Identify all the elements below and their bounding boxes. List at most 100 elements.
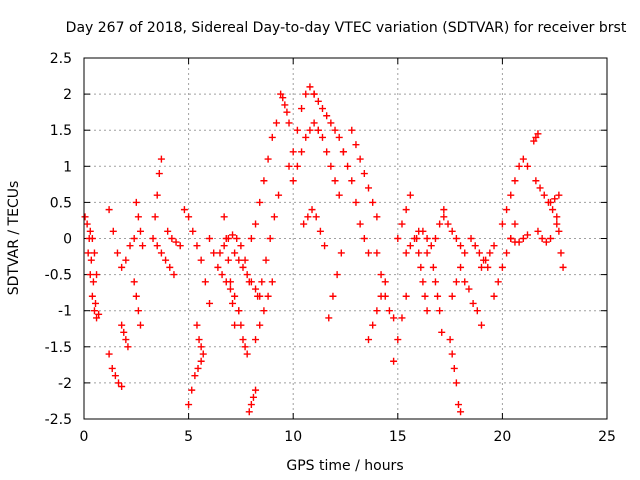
data-point [306,126,314,134]
data-point [440,213,448,221]
data-point [237,242,245,250]
data-point [385,307,393,315]
data-point [93,314,101,322]
data-point [302,90,310,98]
data-point [289,148,297,156]
data-point [235,307,243,315]
data-point [348,177,356,185]
data-point [323,148,331,156]
series-arc30 [325,249,345,322]
y-axis-label: SDTVAR / TECUs [6,181,22,296]
data-point [486,249,494,257]
data-point [264,292,272,300]
data-point [306,83,314,91]
data-point [431,278,439,286]
data-point [237,321,245,329]
series-arc13 [185,357,205,409]
data-point [180,206,188,214]
data-point [373,249,381,257]
data-point [241,256,249,264]
data-point [431,235,439,242]
data-point [210,249,218,257]
data-point [235,256,243,264]
series-arc12 [180,206,214,307]
data-point [298,148,306,156]
data-point [176,242,184,250]
data-point [188,386,196,394]
data-point [226,285,234,293]
data-point [532,177,540,185]
series-arc52 [534,227,555,246]
data-point [555,227,563,235]
data-point [406,191,414,199]
data-point [498,220,506,228]
series-arc44 [461,278,485,329]
data-point [467,235,475,242]
data-point [429,263,437,271]
series-arc10 [149,235,178,279]
data-point [126,242,134,250]
data-point [122,336,130,344]
data-point [402,292,410,300]
y-tick-label: -1.5 [45,340,72,356]
data-point [551,195,559,203]
data-point [249,393,257,401]
y-tick-label: 0 [63,232,72,248]
data-point [214,263,222,271]
data-point [352,141,360,149]
data-point [477,263,485,271]
data-point [337,249,345,257]
data-point [260,307,268,315]
data-point [312,213,320,221]
series-arc35 [390,292,410,365]
data-point [547,235,555,242]
data-point [515,238,523,246]
data-point [390,314,398,322]
series-arc41 [440,213,465,250]
data-point [155,170,163,178]
data-point [308,206,316,214]
data-point [469,299,477,307]
data-point [231,249,239,257]
data-point [452,235,460,242]
plot-frame [83,57,608,420]
y-tick-label: 0.5 [50,195,72,211]
series-arc45 [467,235,492,271]
series-arc53 [547,191,563,206]
series-arc36 [394,191,414,242]
data-point [258,278,266,286]
data-point [136,227,144,235]
data-point [534,130,542,138]
data-point [323,112,331,120]
data-point [394,235,402,242]
data-point [457,408,465,416]
data-point [218,271,226,279]
data-point [220,213,228,221]
data-point [268,278,276,286]
data-point [457,242,465,250]
series-arc24 [277,90,293,127]
y-tick-label: 2.5 [50,51,72,67]
data-point [454,401,462,409]
data-point [559,263,567,271]
data-point [503,206,511,214]
series-arc08 [132,198,147,250]
data-point [507,191,515,199]
series-arc20 [245,386,260,416]
data-point [216,249,224,257]
data-point [195,336,203,344]
data-point [229,231,237,239]
data-point [105,350,113,358]
data-point [534,227,542,235]
data-point [172,238,180,246]
data-point [381,278,389,286]
data-point [331,177,339,185]
data-point [272,119,280,127]
series-arc17 [220,213,239,329]
data-point [360,235,368,242]
data-point [153,191,161,199]
series-arc29 [314,126,343,199]
data-point [231,292,239,300]
series-arc02 [84,249,103,322]
y-tick-label: 1.5 [50,123,72,139]
